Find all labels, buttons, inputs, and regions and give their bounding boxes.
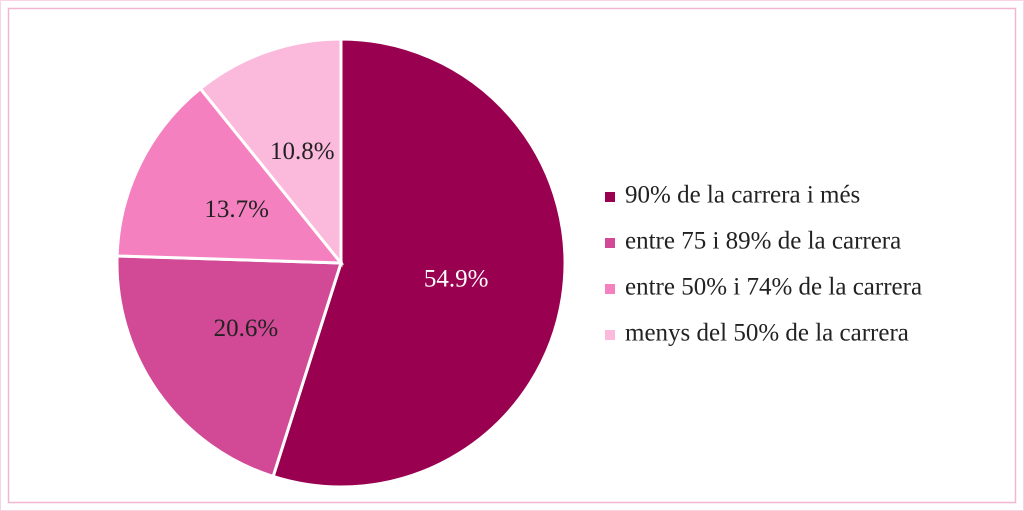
pie-slice	[115, 86, 345, 265]
legend-label: entre 50% i 74% de la carrera	[625, 274, 922, 301]
data-label: 10.8%	[270, 138, 335, 165]
data-label: 13.7%	[204, 196, 269, 223]
data-label: 54.9%	[424, 266, 489, 293]
legend-label: menys del 50% de la carrera	[625, 320, 909, 347]
pie-slice	[115, 254, 344, 479]
legend-swatch	[605, 238, 615, 248]
legend-label: 90% de la carrera i més	[625, 182, 860, 209]
pie-slice	[198, 37, 343, 268]
chart-frame	[7, 7, 1017, 504]
data-label: 20.6%	[214, 315, 279, 342]
legend-label: entre 75 i 89% de la carrera	[625, 228, 901, 255]
legend-swatch	[605, 284, 615, 294]
legend-swatch	[605, 192, 615, 202]
pie-slice	[271, 37, 567, 489]
legend-swatch	[605, 330, 615, 340]
